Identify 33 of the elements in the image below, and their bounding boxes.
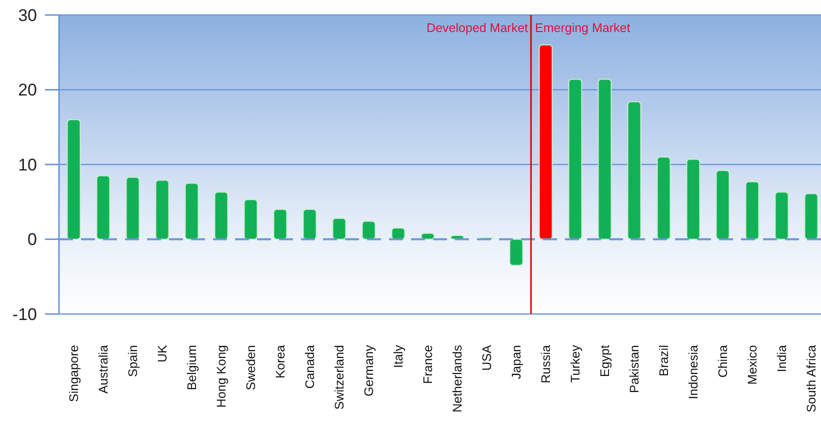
x-tick-label: Egypt [598, 344, 612, 377]
y-tick-label: 10 [18, 155, 37, 174]
y-tick-label: 20 [18, 80, 37, 100]
x-tick-label: Germany [362, 344, 376, 396]
x-tick-label: USA [480, 344, 494, 371]
x-tick-label: China [716, 344, 730, 378]
x-tick-label: Switzerland [332, 344, 346, 410]
x-tick-label: Australia [96, 344, 110, 394]
x-tick-label: Sweden [244, 344, 258, 390]
x-tick-label: Korea [273, 344, 288, 378]
x-tick-label: France [420, 344, 435, 384]
y-tick-label: -10 [12, 304, 37, 324]
x-tick-label: India [774, 344, 789, 372]
y-tick-label: 0 [28, 230, 37, 250]
x-tick-label: Indonesia [686, 344, 700, 400]
x-tick-label: Turkey [568, 344, 582, 383]
x-tick-label: Mexico [745, 344, 760, 385]
y-tick-label: 30 [18, 6, 37, 25]
x-tick-label: Hong Kong [214, 344, 228, 408]
x-tick-label: Spain [126, 344, 140, 377]
x-tick-label: South Africa [804, 344, 818, 412]
x-tick-label: Brazil [656, 345, 671, 376]
x-tick-label: Singapore [66, 344, 81, 402]
x-tick-label: Netherlands [450, 345, 464, 412]
x-tick-label: Pakistan [627, 344, 642, 393]
x-tick-label: Japan [509, 344, 524, 380]
x-tick-label: Russia [538, 344, 553, 384]
x-tick-label: UK [155, 344, 170, 362]
x-tick-label: Italy [391, 344, 406, 368]
x-tick-label: Belgium [184, 345, 199, 390]
annotation: Emerging Market [535, 21, 631, 35]
annotation: Developed Market [426, 21, 529, 35]
x-tick-label: Canada [302, 344, 317, 389]
